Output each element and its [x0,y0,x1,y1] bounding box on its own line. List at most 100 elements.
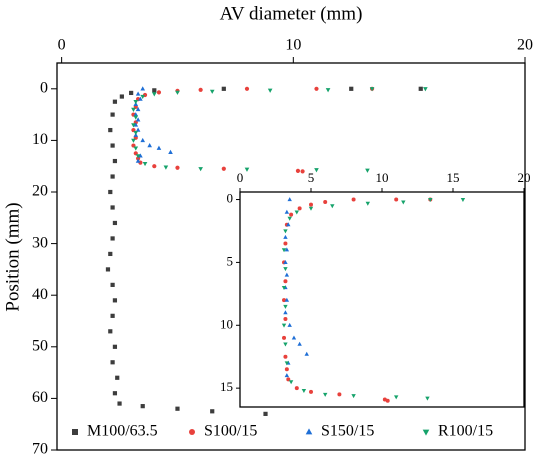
marker [135,158,141,163]
marker [323,200,328,205]
marker [244,86,250,91]
marker [289,212,294,217]
marker [198,167,203,172]
x-tick-label: 20 [518,170,531,185]
marker [394,197,399,202]
marker [323,392,328,397]
marker [287,322,292,327]
marker [131,123,136,128]
x-tick-label: 10 [285,36,301,53]
marker [209,89,215,94]
marker [135,106,141,112]
y-axis-label: Position (mm) [2,202,23,311]
marker [284,373,290,378]
marker [135,117,141,122]
marker [140,94,146,100]
marker [138,96,143,101]
marker [304,351,309,356]
marker [283,304,288,309]
marker [284,361,290,366]
marker [349,86,354,91]
marker [428,197,433,202]
marker [394,395,399,400]
marker [135,154,141,159]
marker [133,112,139,117]
marker [152,88,157,93]
marker [117,401,122,406]
marker [295,168,301,173]
y-tick-label: 0 [40,79,48,96]
marker [287,216,292,221]
x-tick-label: 10 [376,170,389,185]
y-tick-label: 50 [32,337,48,354]
marker [283,234,288,239]
marker [175,406,180,411]
legend-marker [422,429,430,436]
marker [156,145,162,150]
marker [385,398,390,403]
marker [281,285,287,290]
legend-label: S150/15 [321,423,374,440]
marker [308,206,314,211]
y-tick-label: 0 [227,191,234,206]
marker [263,411,268,416]
marker [425,396,430,401]
marker [112,298,118,303]
marker [244,167,250,172]
marker [283,267,288,272]
marker [133,122,139,127]
marker [133,146,139,151]
y-tick-label: 40 [32,286,48,303]
marker [284,247,290,252]
marker [351,197,356,202]
marker [283,229,288,234]
marker [131,138,136,143]
marker [110,282,115,287]
marker [105,267,111,272]
marker [287,197,292,202]
marker [294,386,299,391]
marker [418,86,423,91]
x-tick-label: 0 [237,170,244,185]
marker [301,389,307,394]
legend-label: M100/63.5 [87,423,158,440]
marker [365,201,370,206]
marker [281,323,287,328]
marker [283,342,288,347]
marker [221,86,226,91]
marker [131,107,136,112]
marker [300,169,305,174]
marker [108,127,113,133]
marker [108,251,113,257]
marker [221,166,226,171]
marker [283,260,288,265]
marker [133,100,139,105]
x-tick-label: 0 [58,36,66,53]
legend-marker [189,429,195,435]
x-tick-label: 5 [308,170,315,185]
legend-label: S100/15 [204,423,257,440]
marker [283,279,288,284]
marker [281,248,287,253]
y-tick-label: 30 [32,234,48,251]
marker [135,91,141,96]
marker [284,367,289,372]
marker [309,202,313,207]
marker [133,115,139,120]
marker [283,241,288,246]
marker [151,92,157,97]
marker [284,297,290,302]
marker [112,344,118,349]
marker [135,127,141,132]
y-tick-label: 70 [32,441,48,458]
marker [110,205,115,210]
marker [110,313,115,318]
marker [283,316,288,321]
marker [175,165,180,170]
marker [401,200,406,205]
marker [286,222,291,227]
marker [112,99,118,104]
marker [110,174,115,179]
y-tick-label: 15 [220,379,233,394]
